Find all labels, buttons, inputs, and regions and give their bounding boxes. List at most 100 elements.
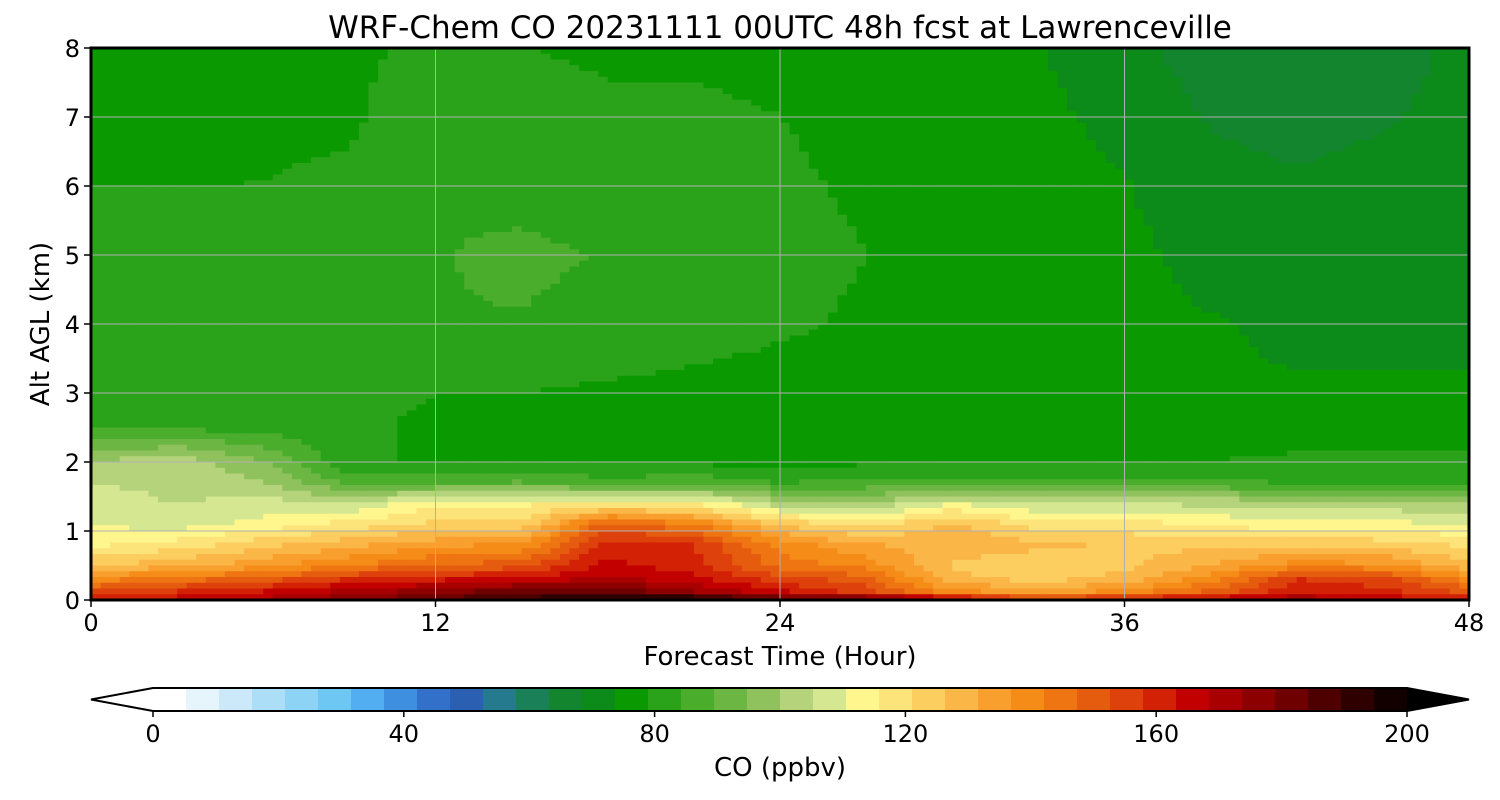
heatmap-cell <box>263 220 274 227</box>
heatmap-cell <box>588 220 599 227</box>
heatmap-cell <box>693 214 705 222</box>
heatmap-cell <box>894 163 905 170</box>
heatmap-cell <box>301 186 312 193</box>
heatmap-cell <box>1440 209 1451 216</box>
heatmap-cell <box>1277 99 1288 107</box>
heatmap-cell <box>1201 111 1212 118</box>
heatmap-cell <box>1392 168 1403 176</box>
heatmap-cell <box>378 145 389 153</box>
heatmap-cell <box>272 94 283 101</box>
heatmap-cell <box>837 71 848 78</box>
heatmap-cell <box>186 203 197 210</box>
heatmap-cell <box>1421 203 1432 210</box>
heatmap-cell <box>990 134 1001 141</box>
heatmap-cell <box>1191 191 1202 199</box>
heatmap-cell <box>1057 151 1068 158</box>
heatmap-cell <box>1105 122 1116 130</box>
heatmap-cell <box>1038 105 1049 112</box>
heatmap-cell <box>234 157 245 164</box>
heatmap-cell <box>1057 105 1068 112</box>
heatmap-cell <box>550 82 561 89</box>
heatmap-cell <box>129 59 140 66</box>
heatmap-cell <box>1296 197 1307 204</box>
heatmap-cell <box>875 76 886 84</box>
heatmap-cell <box>512 94 523 101</box>
heatmap-cell <box>301 226 312 233</box>
heatmap-cell <box>234 71 245 78</box>
heatmap-cell <box>291 94 303 101</box>
heatmap-cell <box>445 71 456 78</box>
heatmap-cell <box>904 151 915 158</box>
heatmap-cell <box>148 197 159 204</box>
heatmap-cell <box>1440 157 1451 164</box>
heatmap-cell <box>186 214 197 222</box>
heatmap-cell <box>100 105 111 112</box>
heatmap-cell <box>435 117 446 124</box>
heatmap-cell <box>1220 220 1231 227</box>
heatmap-cell <box>703 111 714 118</box>
heatmap-cell <box>320 243 331 250</box>
heatmap-cell <box>119 111 130 118</box>
heatmap-cell <box>473 65 484 72</box>
heatmap-cell <box>330 226 341 233</box>
heatmap-cell <box>760 243 772 250</box>
heatmap-cell <box>1028 59 1039 66</box>
heatmap-cell <box>933 48 944 55</box>
heatmap-cell <box>445 226 456 233</box>
heatmap-cell <box>1000 197 1011 204</box>
heatmap-cell <box>818 203 829 210</box>
heatmap-cell <box>636 140 647 147</box>
heatmap-cell <box>1220 134 1231 141</box>
heatmap-cell <box>1143 226 1154 233</box>
heatmap-cell <box>732 99 743 107</box>
heatmap-cell <box>1287 99 1298 107</box>
heatmap-cell <box>626 157 638 164</box>
heatmap-cell <box>186 128 197 135</box>
heatmap-cell <box>1105 186 1116 193</box>
heatmap-cell <box>1296 140 1307 147</box>
heatmap-cell <box>626 174 638 181</box>
heatmap-cell <box>492 82 504 89</box>
heatmap-cell <box>856 76 867 84</box>
heatmap-cell <box>846 65 858 72</box>
heatmap-cell <box>780 111 791 118</box>
heatmap-cell <box>952 168 963 176</box>
heatmap-cell <box>282 214 293 222</box>
heatmap-cell <box>263 59 274 66</box>
heatmap-cell <box>129 71 140 78</box>
heatmap-cell <box>454 128 465 135</box>
heatmap-cell <box>1095 203 1106 210</box>
heatmap-cell <box>512 82 523 89</box>
heatmap-cell <box>1019 99 1030 107</box>
heatmap-cell <box>167 88 178 95</box>
heatmap-cell <box>789 226 800 233</box>
heatmap-cell <box>244 140 255 147</box>
heatmap-cell <box>579 53 590 61</box>
heatmap-cell <box>579 186 590 193</box>
heatmap-cell <box>904 88 915 95</box>
heatmap-cell <box>1047 65 1059 72</box>
heatmap-cell <box>1047 111 1059 118</box>
heatmap-cell <box>1086 203 1097 210</box>
heatmap-cell <box>100 145 111 153</box>
heatmap-cell <box>1459 145 1469 153</box>
heatmap-cell <box>1038 209 1049 216</box>
heatmap-cell <box>655 232 666 239</box>
heatmap-cell <box>1153 168 1164 176</box>
heatmap-cell <box>846 76 858 84</box>
heatmap-cell <box>110 232 121 239</box>
heatmap-cell <box>540 226 551 233</box>
heatmap-cell <box>406 186 417 193</box>
heatmap-cell <box>196 174 207 181</box>
heatmap-cell <box>349 105 360 112</box>
heatmap-cell <box>196 197 207 204</box>
heatmap-cell <box>674 59 685 66</box>
heatmap-cell <box>272 186 283 193</box>
heatmap-cell <box>1411 186 1422 193</box>
heatmap-cell <box>1028 220 1039 227</box>
heatmap-cell <box>1038 53 1049 61</box>
heatmap-cell <box>1172 157 1183 164</box>
heatmap-cell <box>263 99 274 107</box>
heatmap-cell <box>684 226 695 233</box>
heatmap-cell <box>167 186 178 193</box>
